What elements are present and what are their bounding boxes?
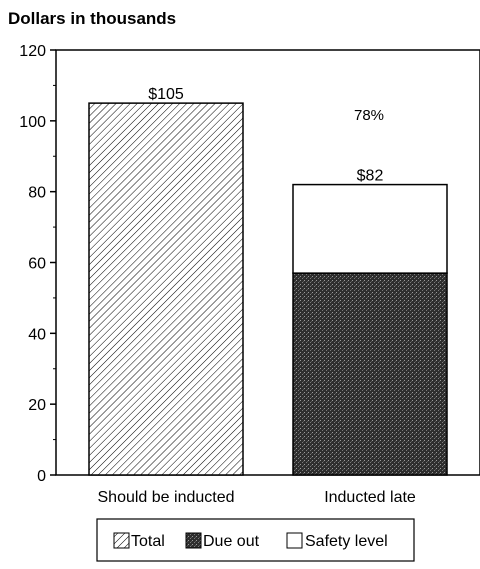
legend-swatch-total xyxy=(113,532,130,549)
bar-should-be-inducted-total xyxy=(88,102,244,476)
bar-inducted-late-safety-level xyxy=(292,183,448,274)
legend-label-total: Total xyxy=(131,533,165,550)
legend: Total Due out Safety level xyxy=(96,518,415,562)
legend-label-safety-level: Safety level xyxy=(305,533,388,550)
y-tick-label-120: 120 xyxy=(19,43,46,60)
category-label-should-be-inducted: Should be inducted xyxy=(98,489,235,506)
y-tick-label-60: 60 xyxy=(28,256,46,273)
y-tick-label-80: 80 xyxy=(28,185,46,202)
y-tick-label-40: 40 xyxy=(28,326,46,343)
y-tick-label-20: 20 xyxy=(28,397,46,414)
category-label-inducted-late: Inducted late xyxy=(324,489,416,506)
bar-inducted-late-due-out xyxy=(292,272,448,476)
chart-title: Dollars in thousands xyxy=(8,9,176,28)
y-tick-label-0: 0 xyxy=(37,468,46,485)
y-axis: 0 20 40 60 80 100 120 xyxy=(19,43,56,485)
bar-label-should-be-inducted: $105 xyxy=(148,86,184,103)
annotation-percent: 78% xyxy=(354,107,384,124)
legend-frame xyxy=(96,518,415,562)
legend-swatch-due-out xyxy=(185,532,202,549)
legend-swatch-safety-level xyxy=(286,532,303,549)
bar-label-inducted-late: $82 xyxy=(357,168,384,185)
legend-label-due-out: Due out xyxy=(203,533,260,550)
y-tick-label-100: 100 xyxy=(19,114,46,131)
